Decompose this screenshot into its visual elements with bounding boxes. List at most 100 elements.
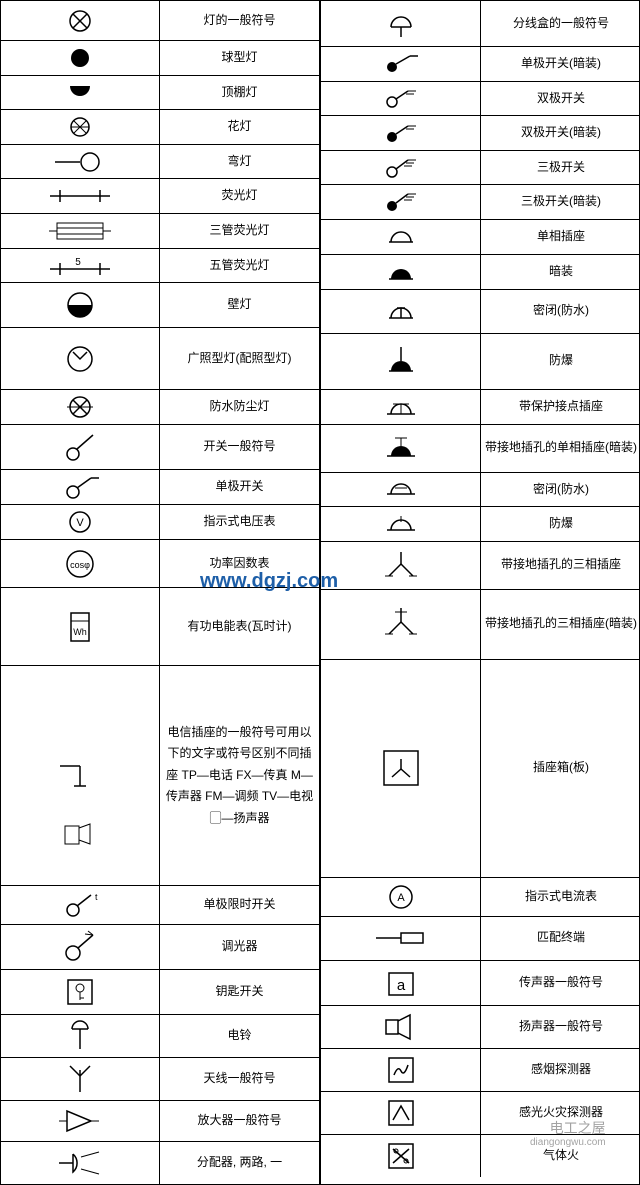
junction-box-symbol [321, 1, 481, 46]
symbol-label: 带接地插孔的三相插座(暗装) [481, 590, 640, 659]
table-row: 灯的一般符号 [1, 1, 319, 41]
table-row: 带保护接点插座 [321, 390, 640, 425]
table-row: 气体火 [321, 1135, 640, 1177]
table-row: 分配器, 两路, 一 [1, 1142, 319, 1184]
symbol-label: 带接地插孔的三相插座 [481, 542, 640, 589]
table-row: 密闭(防水) [321, 290, 640, 334]
svg-text:Wh: Wh [73, 627, 87, 637]
symbol-label: 三极开关(暗装) [481, 185, 640, 219]
right-column: 分线盒的一般符号单极开关(暗装)双极开关双极开关(暗装)三极开关三极开关(暗装)… [321, 1, 640, 1184]
smoke-detector-symbol [321, 1049, 481, 1091]
waterproof-lamp-symbol [1, 390, 160, 424]
table-row: cosφ功率因数表 [1, 540, 319, 588]
table-row: Wh 有功电能表(瓦时计) [1, 588, 319, 666]
wh-meter-symbol: Wh [1, 588, 160, 665]
symbol-label: 单相插座 [481, 220, 640, 254]
symbol-label: 扬声器一般符号 [481, 1006, 640, 1048]
table-row: 防爆 [321, 334, 640, 390]
symbol-label: 双极开关(暗装) [481, 116, 640, 150]
svg-text:5: 5 [75, 257, 81, 268]
table-row: 顶棚灯 [1, 76, 319, 111]
symbol-label: 放大器一般符号 [160, 1101, 319, 1141]
dp-switch-concealed-symbol [321, 116, 481, 150]
dimmer-symbol [1, 925, 160, 969]
symbol-label: 电铃 [160, 1015, 319, 1057]
table-row: 钥匙开关 [1, 970, 319, 1015]
speaker-symbol [321, 1006, 481, 1048]
table-row: 单相插座 [321, 220, 640, 255]
table-row: 密闭(防水) [321, 473, 640, 508]
symbol-label: 有功电能表(瓦时计) [160, 588, 319, 665]
symbol-label: 三管荧光灯 [160, 214, 319, 248]
symbol-label: 开关一般符号 [160, 425, 319, 469]
explosion-proof-2-symbol [321, 507, 481, 541]
svg-text:A: A [397, 892, 405, 904]
symbol-label: 单极限时开关 [160, 886, 319, 924]
symbol-label: 传声器一般符号 [481, 961, 640, 1005]
wide-lamp-symbol [1, 328, 160, 389]
table-row: 单极开关 [1, 470, 319, 505]
power-factor-symbol: cosφ [1, 540, 160, 587]
table-row: 5 五管荧光灯 [1, 249, 319, 284]
fluorescent-symbol [1, 179, 160, 213]
table-row: 带接地插孔的三相插座 [321, 542, 640, 590]
svg-text:t: t [95, 892, 98, 902]
table-row: 广照型灯(配照型灯) [1, 328, 319, 390]
symbol-label: 天线一般符号 [160, 1058, 319, 1100]
wall-lamp-symbol [1, 283, 160, 327]
concealed-socket-symbol [321, 255, 481, 289]
svg-text:cosφ: cosφ [70, 560, 90, 570]
symbol-label: 匹配终端 [481, 917, 640, 960]
symbol-label: 荧光灯 [160, 179, 319, 213]
symbol-label: 弯灯 [160, 145, 319, 179]
table-row: 天线一般符号 [1, 1058, 319, 1101]
bell-symbol [1, 1015, 160, 1057]
gas-detector-symbol [321, 1135, 481, 1177]
symbol-label: 感烟探测器 [481, 1049, 640, 1091]
symbol-label: 密闭(防水) [481, 473, 640, 507]
table-row: 双极开关(暗装) [321, 116, 640, 151]
table-row: 防水防尘灯 [1, 390, 319, 425]
table-row: 单极开关(暗装) [321, 47, 640, 82]
table-row: a 传声器一般符号 [321, 961, 640, 1006]
flower-lamp-symbol [1, 110, 160, 144]
fire-detector-symbol [321, 1092, 481, 1134]
matching-terminal-symbol [321, 917, 481, 960]
timed-switch-symbol: t [1, 886, 160, 924]
svg-text:V: V [76, 517, 84, 529]
symbol-label: 分配器, 两路, 一 [160, 1142, 319, 1184]
tp-switch-concealed-symbol [321, 185, 481, 219]
table-row: 感光火灾探测器 [321, 1092, 640, 1135]
sealed-socket-symbol [321, 290, 481, 333]
grounded-sp-socket-symbol [321, 425, 481, 472]
symbol-label: 指示式电压表 [160, 505, 319, 539]
table-row: 感烟探测器 [321, 1049, 640, 1092]
symbol-table: 灯的一般符号球型灯顶棚灯花灯弯灯荧光灯三管荧光灯5五管荧光灯壁灯广照型灯(配照型… [0, 0, 640, 1185]
voltmeter-symbol: V [1, 505, 160, 539]
symbol-label: 灯的一般符号 [160, 1, 319, 40]
table-row: 插座箱(板) [321, 660, 640, 878]
symbol-label: 球型灯 [160, 41, 319, 75]
table-row: 荧光灯 [1, 179, 319, 214]
symbol-label: 感光火灾探测器 [481, 1092, 640, 1134]
table-row: 球型灯 [1, 41, 319, 76]
table-row: 暗装 [321, 255, 640, 290]
symbol-label: 防爆 [481, 507, 640, 541]
symbol-label: 顶棚灯 [160, 76, 319, 110]
symbol-label: 五管荧光灯 [160, 249, 319, 283]
svg-text:a: a [396, 977, 405, 994]
ammeter-symbol: A [321, 878, 481, 916]
symbol-label: 调光器 [160, 925, 319, 969]
ball-lamp-symbol [1, 41, 160, 75]
microphone-symbol: a [321, 961, 481, 1005]
table-row: 三管荧光灯 [1, 214, 319, 249]
left-column: 灯的一般符号球型灯顶棚灯花灯弯灯荧光灯三管荧光灯5五管荧光灯壁灯广照型灯(配照型… [1, 1, 321, 1184]
amplifier-symbol [1, 1101, 160, 1141]
symbol-label: 钥匙开关 [160, 970, 319, 1014]
antenna-symbol [1, 1058, 160, 1100]
table-row: 匹配终端 [321, 917, 640, 961]
dp-switch-symbol [321, 82, 481, 116]
table-row: 壁灯 [1, 283, 319, 328]
single-switch-symbol [1, 470, 160, 504]
symbol-label: 单极开关(暗装) [481, 47, 640, 81]
